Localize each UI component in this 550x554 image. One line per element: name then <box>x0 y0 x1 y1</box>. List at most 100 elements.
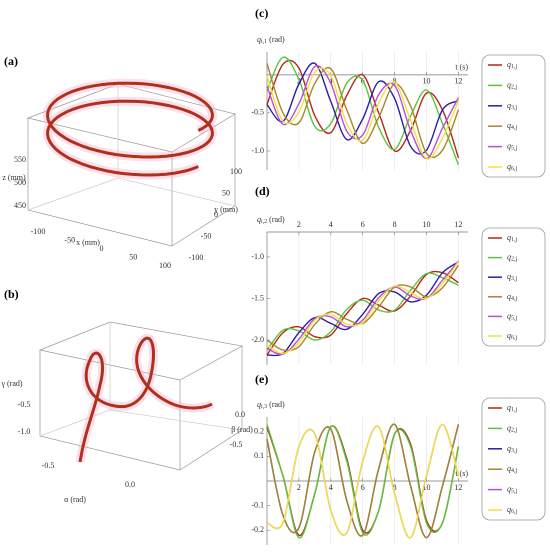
x-tick-label: 100 <box>159 261 171 270</box>
panel-label: (b) <box>4 287 19 301</box>
y-tick-label: -0.1 <box>251 500 264 509</box>
panel-label: (c) <box>255 6 268 20</box>
legend-box <box>481 227 546 347</box>
legend-box <box>481 54 546 178</box>
panel-label: (a) <box>4 54 18 68</box>
y-tick-label: -1.0 <box>251 146 264 155</box>
series-line <box>266 67 460 160</box>
legend-label: q3,j <box>507 444 518 455</box>
y-tick-label: -2.0 <box>251 335 264 344</box>
x-tick-label: 6 <box>361 483 365 492</box>
x-tick-label: 10 <box>423 483 431 492</box>
x-tick-label: 4 <box>329 220 333 229</box>
z-tick-label: 550 <box>14 155 26 164</box>
series-line <box>266 56 460 165</box>
series-line <box>266 270 459 356</box>
series-line <box>266 63 460 159</box>
plot: 2 4 6 8 10 12 -2.0 -1.5 -1.0 qi,2 (rad) <box>251 215 468 365</box>
y-axis-label: qi,1 (rad) <box>257 35 285 46</box>
legend-label: q4,j <box>507 121 518 132</box>
y-tick-label: 0.1 <box>254 451 264 460</box>
x-tick-label: 8 <box>393 220 397 229</box>
plot: 2 4 6 8 10 12 -0.2 -0.1 0.1 0.2 qi,3 (rad) t (s) <box>251 400 468 545</box>
x-tick-label: -0.5 <box>42 461 55 470</box>
z-axis-label: γ (rad) <box>0 379 22 388</box>
x-tick-label: -100 <box>31 227 46 236</box>
x-tick-label: 10 <box>423 77 431 86</box>
y-tick-label: -0.5 <box>230 440 243 449</box>
legend-label: q5,j <box>507 141 518 152</box>
x-tick-label: 50 <box>129 252 137 261</box>
legend-label: q2,j <box>507 80 518 91</box>
legend-label: q3,j <box>507 101 518 112</box>
x-tick-label: 0 <box>100 244 104 253</box>
x-tick-label: -50 <box>64 235 75 244</box>
y-tick-label: -1.0 <box>251 252 264 261</box>
plot: 2 4 6 8 10 12-1.0-0.5qi,1 (rad)t (s) <box>251 35 468 170</box>
box-3d <box>26 83 236 247</box>
legend-label: q2,j <box>507 252 518 263</box>
y-tick-label: -100 <box>189 253 204 262</box>
legend-box <box>481 397 546 521</box>
legend-label: q6,j <box>507 505 518 516</box>
z-tick-label: -0.5 <box>18 400 31 409</box>
y-axis-label: qi,2 (rad) <box>257 215 285 226</box>
x-tick-label: 4 <box>329 77 333 86</box>
series-line <box>266 261 459 355</box>
y-axis-label: y (mm) <box>214 205 238 214</box>
y-tick-label: -1.5 <box>251 293 264 302</box>
legend-label: q1,j <box>507 233 518 244</box>
curve-3d <box>46 81 214 177</box>
legend-label: q1,j <box>507 60 518 71</box>
legend-label: q6,j <box>507 162 518 173</box>
series-line <box>266 62 459 155</box>
y-tick-label: 0.2 <box>254 427 264 436</box>
y-tick-label: 50 <box>222 188 230 197</box>
curve-3d <box>78 336 213 463</box>
x-tick-label: 8 <box>393 77 397 86</box>
y-axis-label: qi,3 (rad) <box>257 400 285 411</box>
x-tick-label: 0.0 <box>125 480 135 489</box>
x-tick-label: 12 <box>454 220 462 229</box>
x-tick-label: 4 <box>329 483 333 492</box>
y-axis-label: β (rad) <box>231 425 253 434</box>
legend-label: q6,j <box>507 331 518 342</box>
z-tick-label: -1.0 <box>18 427 31 436</box>
legend-label: q5,j <box>507 311 518 322</box>
y-tick-label: -0.5 <box>251 108 264 117</box>
x-axis-label: t (s) <box>455 63 468 72</box>
series-line <box>266 423 460 539</box>
series-line <box>266 425 460 536</box>
box-3d <box>38 321 244 471</box>
z-axis-label: z (mm) <box>2 173 26 182</box>
series-line <box>266 59 460 159</box>
x-tick-label: 6 <box>361 220 365 229</box>
legend-label: q4,j <box>507 292 518 303</box>
x-tick-label: 2 <box>297 483 301 492</box>
x-tick-label: 2 <box>297 220 301 229</box>
y-tick-label: -0.2 <box>251 525 264 534</box>
x-axis-label: x (mm) <box>76 238 100 247</box>
z-tick-label: 450 <box>14 201 26 210</box>
z-tick-label: 500 <box>14 178 26 187</box>
series-line <box>266 272 459 351</box>
panel-label: (e) <box>255 372 268 386</box>
legend-label: q4,j <box>507 464 518 475</box>
legend-label: q5,j <box>507 484 518 495</box>
y-tick-label: 100 <box>230 167 242 176</box>
x-tick-label: 12 <box>454 77 462 86</box>
legend-label: q2,j <box>507 423 518 434</box>
x-axis-label: α (rad) <box>64 495 86 504</box>
legend-label: q3,j <box>507 272 518 283</box>
y-tick-label: -50 <box>201 231 212 240</box>
series-line <box>266 423 460 539</box>
x-tick-label: 10 <box>423 220 431 229</box>
y-tick-label: 0 <box>214 210 218 219</box>
y-tick-label: 0.0 <box>235 410 245 419</box>
legend-label: q1,j <box>507 403 518 414</box>
series-line <box>266 261 459 357</box>
x-axis-label: t (s) <box>455 469 468 478</box>
panel-label: (d) <box>255 184 270 198</box>
series-line <box>266 424 460 539</box>
